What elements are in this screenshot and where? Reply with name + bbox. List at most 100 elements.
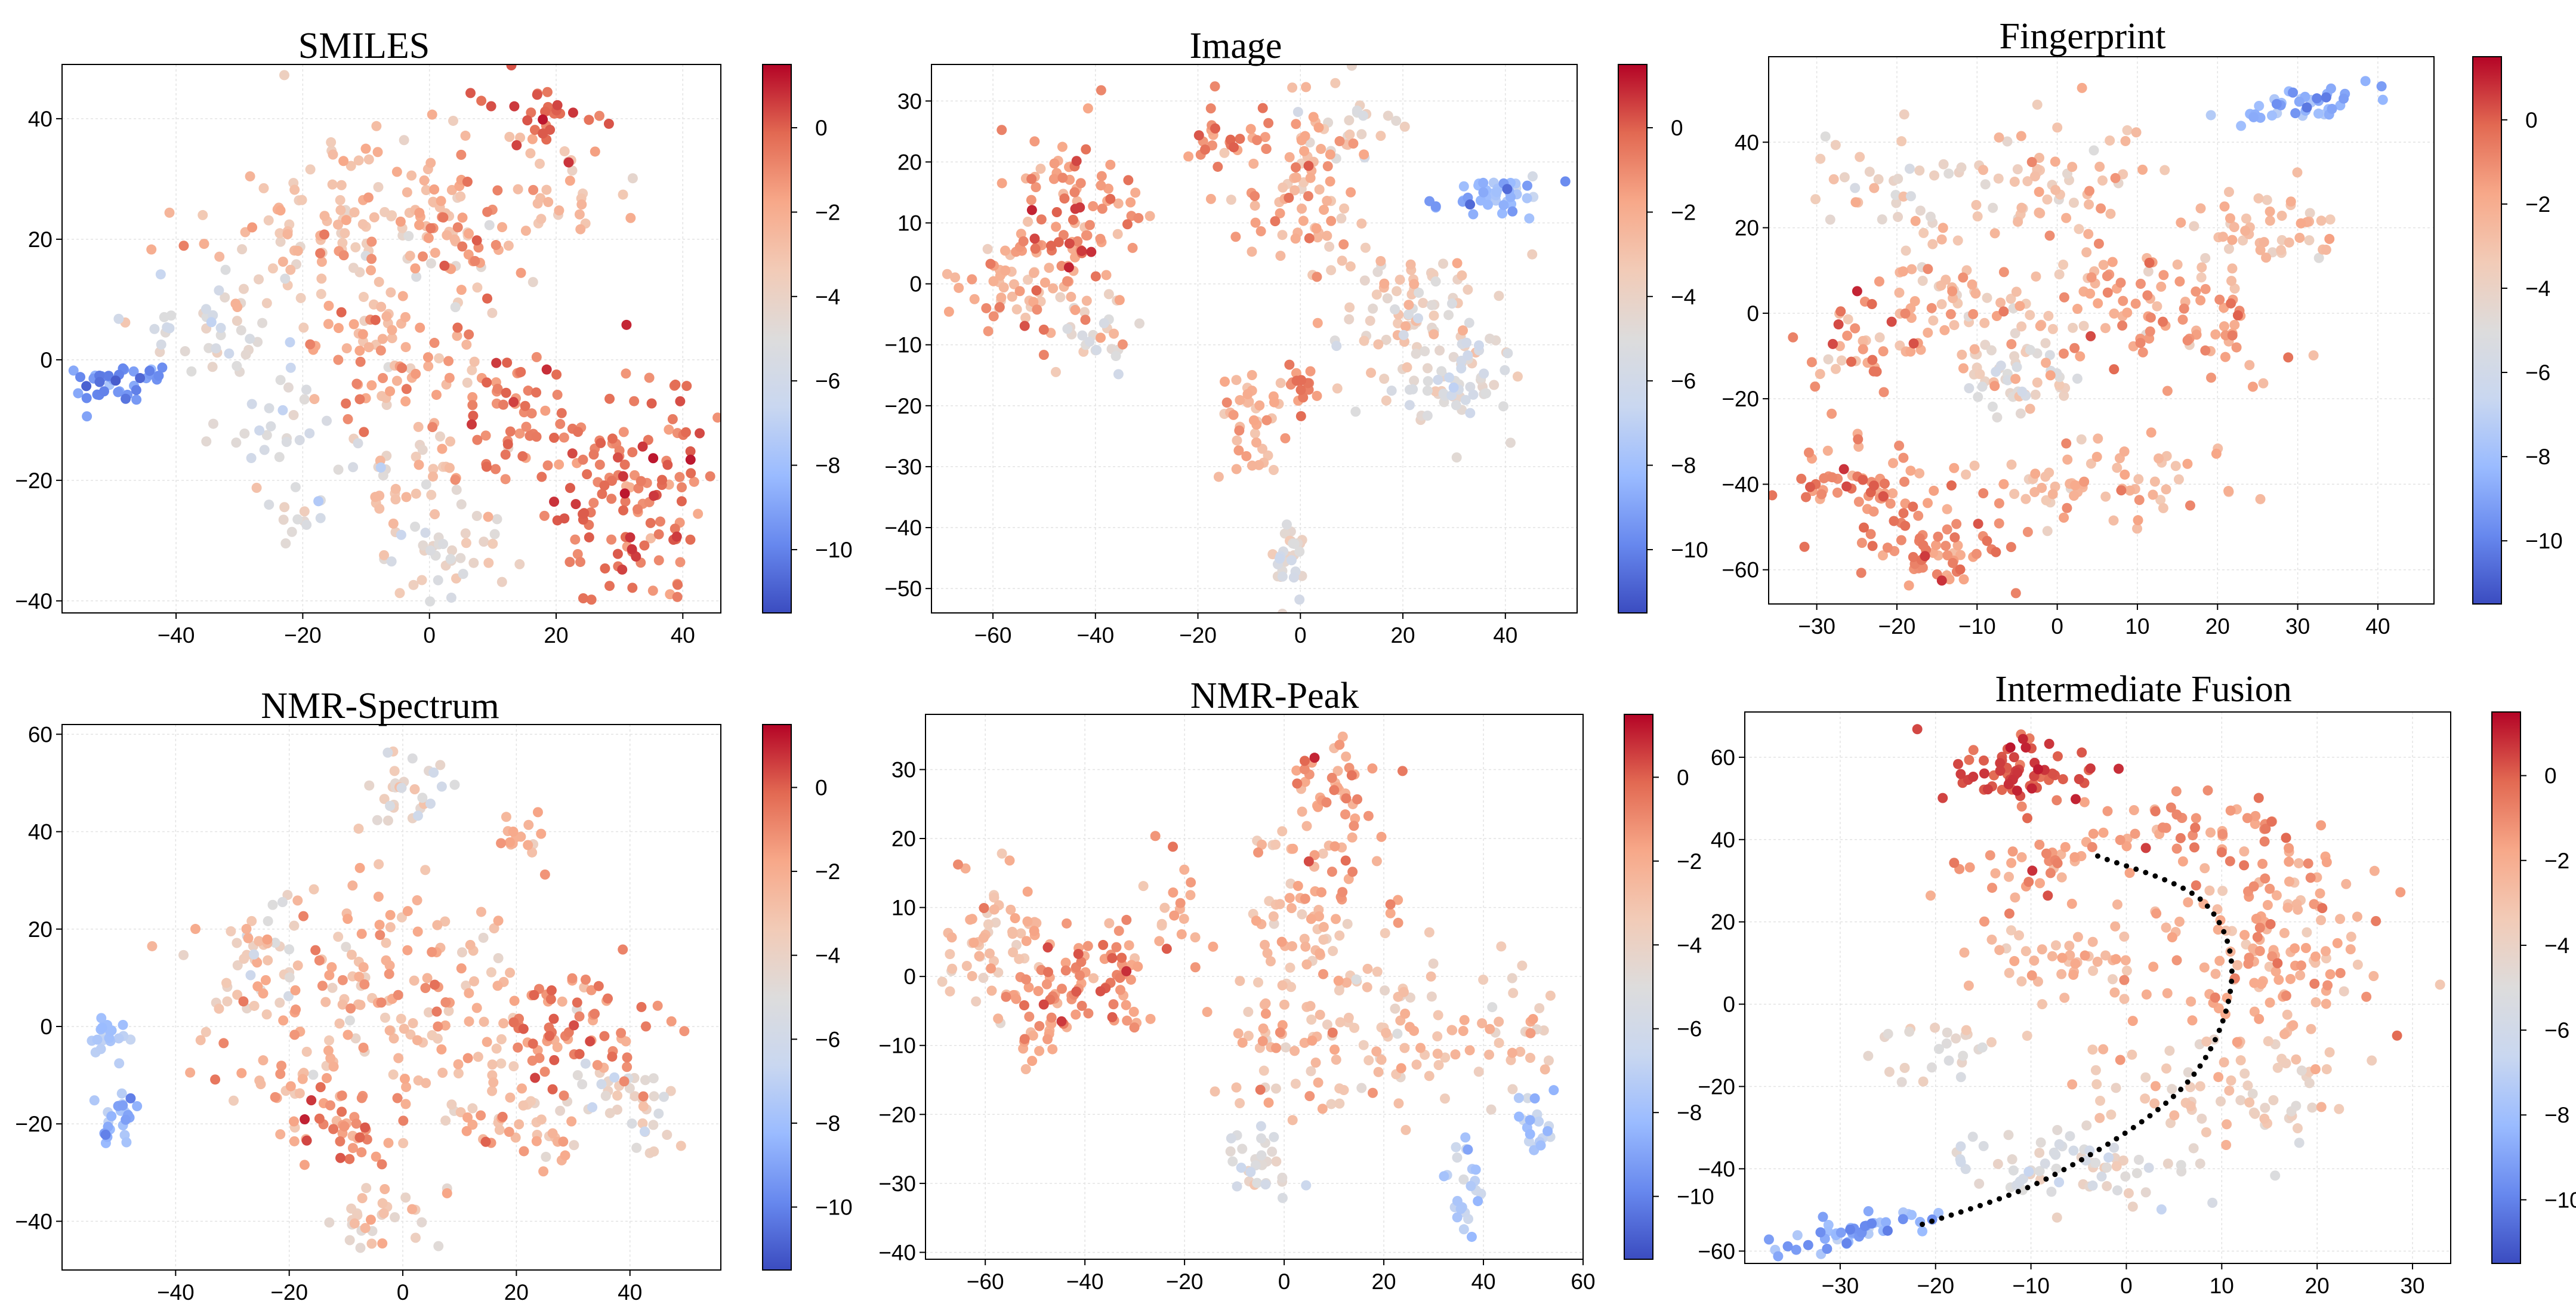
scatter-point: [1373, 339, 1384, 350]
scatter-point: [618, 189, 628, 200]
scatter-point: [1995, 297, 2006, 308]
scatter-point: [1338, 1084, 1349, 1095]
scatter-point: [1312, 272, 1322, 282]
scatter-point: [1457, 325, 1468, 336]
scatter-point: [1020, 974, 1031, 985]
scatter-point: [1083, 1008, 1094, 1019]
scatter-point: [2006, 858, 2017, 868]
scatter-point: [423, 361, 434, 372]
scatter-point: [1466, 1180, 1476, 1191]
scatter-point: [536, 214, 547, 224]
scatter-point: [2195, 1158, 2205, 1169]
scatter-point: [1080, 315, 1091, 325]
scatter-point: [1534, 1116, 1544, 1127]
scatter-point: [555, 418, 566, 429]
scatter-point: [2339, 986, 2349, 997]
scatter-point: [1322, 161, 1333, 171]
scatter-point: [1337, 731, 1348, 742]
scatter-point: [538, 128, 548, 139]
scatter-point: [2285, 196, 2296, 207]
scatter-point: [385, 922, 396, 933]
scatter-point: [2316, 820, 2327, 831]
scatter-point: [618, 471, 628, 482]
scatter-point: [201, 436, 212, 447]
scatter-point: [1409, 375, 1420, 386]
scatter-point: [2262, 899, 2273, 910]
scatter-point: [389, 766, 400, 776]
scatter-point: [536, 1114, 547, 1125]
scatter-point: [1868, 480, 1879, 491]
scatter-point: [478, 932, 489, 943]
scatter-point: [2205, 110, 2216, 121]
scatter-point: [541, 1151, 551, 1162]
scatter-point: [2140, 1093, 2151, 1104]
scatter-point: [1392, 286, 1402, 297]
scatter-point: [1043, 967, 1054, 978]
scatter-point: [1289, 538, 1300, 549]
scatter-point: [2034, 839, 2045, 850]
scatter-point: [1020, 1064, 1031, 1074]
scatter-point: [2182, 335, 2193, 346]
scatter-point: [467, 419, 477, 430]
scatter-point: [2377, 94, 2388, 105]
scatter-point: [644, 372, 655, 383]
scatter-point: [1390, 304, 1400, 315]
scatter-point: [324, 1217, 335, 1228]
scatter-point: [1339, 203, 1350, 214]
scatter-point: [1456, 363, 1467, 374]
scatter-point: [1366, 368, 1377, 378]
scatter-point: [1998, 479, 2009, 489]
scatter-point: [1261, 143, 1272, 154]
scatter-point: [1438, 388, 1449, 399]
scatter-point: [505, 967, 516, 978]
panel-nmr-peak: NMR-Peak −60 −40 −20 0 20 40 60−40−30−20−10010…: [878, 676, 1714, 1294]
scatter-point: [2094, 1112, 2105, 1123]
scatter-point: [505, 426, 516, 437]
scatter-point: [585, 1036, 596, 1047]
scatter-point: [488, 538, 498, 549]
scatter-point: [376, 301, 387, 312]
scatter-point: [361, 1183, 372, 1194]
scatter-point: [2164, 1046, 2175, 1056]
scatter-point: [438, 212, 449, 223]
scatter-point: [96, 1013, 107, 1024]
x-tick-label: 20: [1390, 623, 1415, 648]
scatter-point: [2242, 813, 2253, 824]
scatter-point: [267, 899, 278, 910]
x-tick-label: −10: [2012, 1274, 2050, 1298]
scatter-point: [1268, 465, 1279, 476]
scatter-point: [1070, 1009, 1081, 1020]
scatter-point: [2204, 885, 2215, 896]
scatter-point: [1348, 138, 1359, 149]
scatter-point: [1096, 171, 1107, 181]
scatter-point: [2131, 127, 2142, 138]
scatter-point: [1014, 286, 1025, 297]
scatter-point: [1202, 1007, 1213, 1018]
scatter-point: [299, 506, 310, 517]
scatter-point: [1294, 546, 1305, 557]
scatter-point: [2201, 1127, 2211, 1138]
scatter-point: [2265, 206, 2275, 217]
scatter-point: [476, 95, 487, 106]
scatter-point: [1133, 961, 1143, 972]
scatter-point: [1000, 265, 1011, 276]
scatter-point: [1460, 394, 1471, 405]
scatter-point: [2312, 93, 2322, 104]
scatter-point: [2321, 998, 2331, 1009]
scatter-point: [322, 415, 332, 426]
scatter-point: [1982, 535, 1992, 546]
scatter-point: [997, 178, 1007, 189]
scatter-point: [508, 1061, 519, 1072]
scatter-point: [252, 981, 263, 992]
scatter-point: [2050, 940, 2061, 951]
scatter-point: [1344, 314, 1355, 325]
scatter-point: [996, 292, 1007, 303]
scatter-point: [1301, 821, 1312, 831]
scatter-point: [297, 1074, 308, 1084]
scatter-point: [2368, 971, 2379, 982]
scatter-point: [2143, 266, 2154, 277]
scatter-point: [221, 978, 232, 988]
scatter-point: [2079, 797, 2090, 807]
scatter-point: [2120, 469, 2130, 480]
scatter-point: [1356, 218, 1367, 229]
